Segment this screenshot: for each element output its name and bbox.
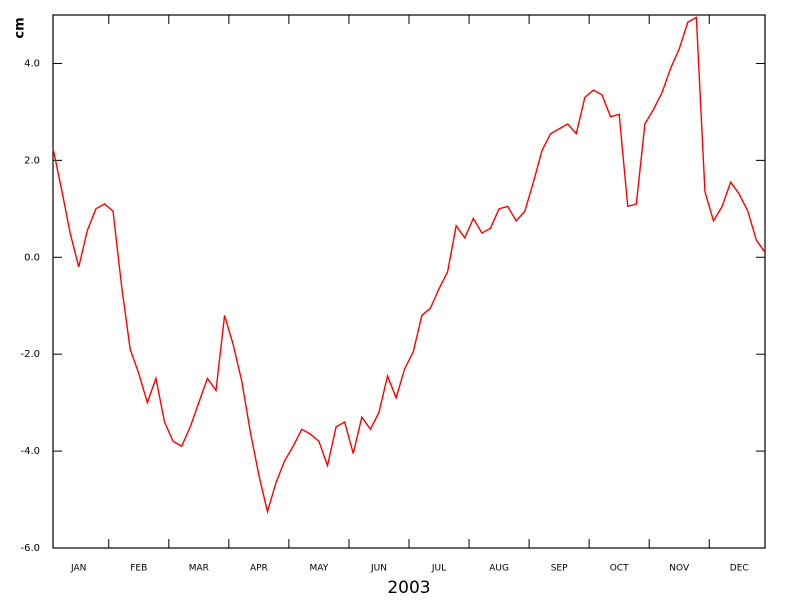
x-tick-label: APR <box>250 564 268 574</box>
plot-frame <box>52 14 766 549</box>
y-tick-label: -2.0 <box>20 349 40 360</box>
x-tick-label: AUG <box>489 564 509 574</box>
x-tick-label: NOV <box>669 564 690 574</box>
data-line <box>52 16 766 515</box>
y-tick-label: -6.0 <box>20 543 40 554</box>
x-tick-label: MAR <box>189 564 209 574</box>
y-axis-label: cm <box>13 17 28 38</box>
x-tick-label: MAY <box>310 564 329 574</box>
x-tick-label: SEP <box>551 564 568 574</box>
y-tick-label: -4.0 <box>20 446 40 457</box>
x-tick-label: JUN <box>370 564 387 574</box>
x-tick-label: DEC <box>730 564 749 574</box>
x-tick-label: JUL <box>431 564 446 574</box>
x-tick-label: FEB <box>130 564 147 574</box>
y-tick-label: 4.0 <box>24 58 40 69</box>
y-tick-label: 0.0 <box>24 252 40 263</box>
x-tick-label: JAN <box>70 564 86 574</box>
x-axis-label: 2003 <box>387 578 430 598</box>
y-tick-label: 2.0 <box>24 155 40 166</box>
x-tick-label: OCT <box>610 564 629 574</box>
